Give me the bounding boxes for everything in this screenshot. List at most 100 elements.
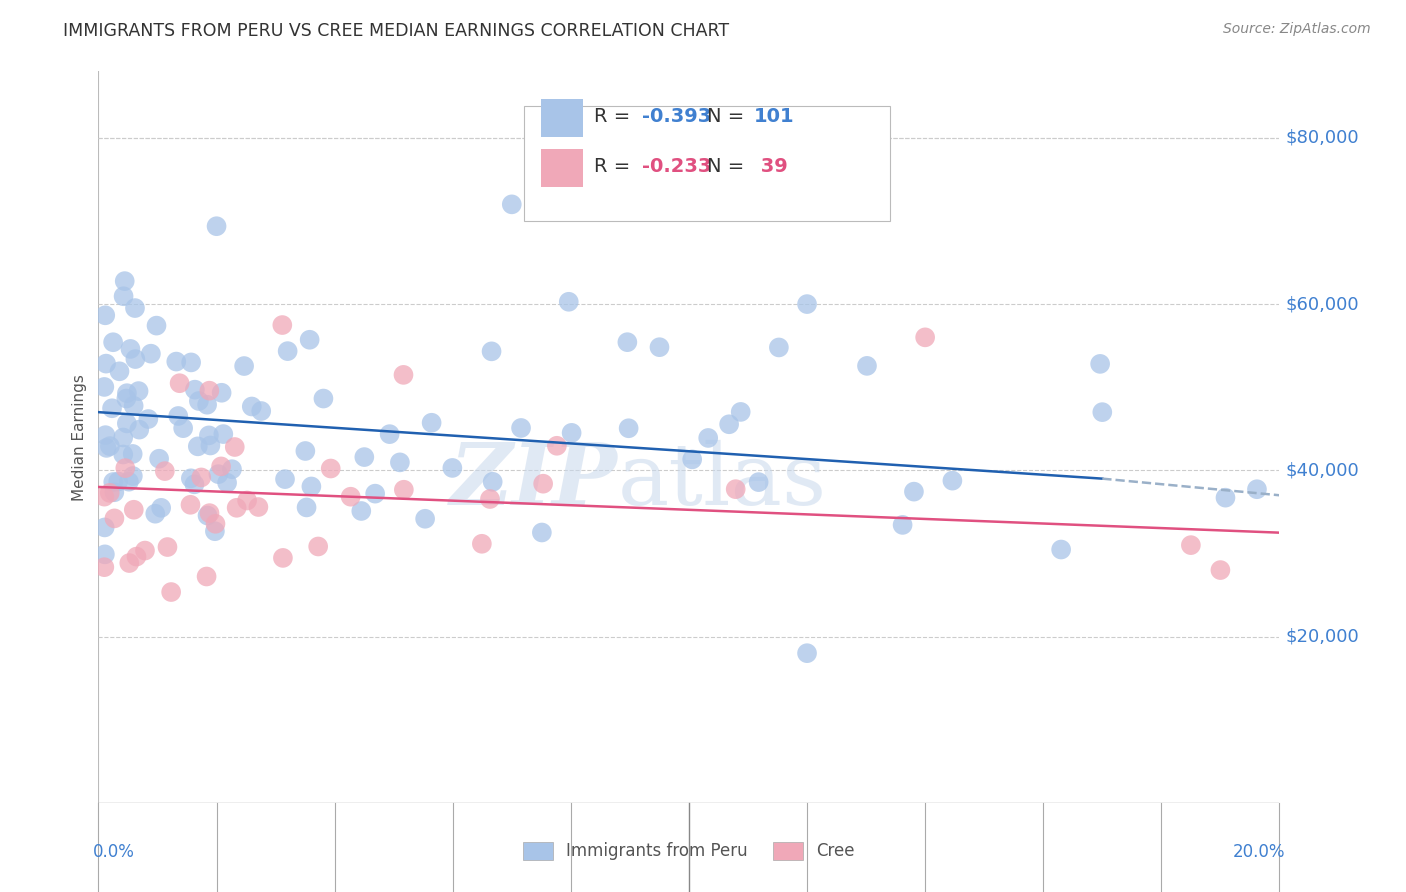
Point	[134, 543, 156, 558]
Text: N =: N =	[707, 107, 751, 126]
Point	[167, 409, 190, 423]
Point	[546, 439, 568, 453]
Point	[198, 428, 221, 442]
Point	[118, 475, 141, 489]
Point	[204, 524, 226, 539]
Point	[211, 385, 233, 400]
Point	[96, 441, 118, 455]
Point	[115, 386, 138, 401]
Point	[118, 556, 141, 570]
Point	[112, 430, 135, 444]
Point	[768, 341, 790, 355]
Point	[413, 512, 436, 526]
Point	[339, 490, 361, 504]
Text: IMMIGRANTS FROM PERU VS CREE MEDIAN EARNINGS CORRELATION CHART: IMMIGRANTS FROM PERU VS CREE MEDIAN EARN…	[63, 22, 730, 40]
Point	[160, 585, 183, 599]
Point	[153, 464, 176, 478]
Point	[121, 469, 143, 483]
Point	[120, 342, 142, 356]
Point	[212, 427, 235, 442]
Point	[128, 384, 150, 398]
Text: $40,000: $40,000	[1285, 461, 1360, 479]
Point	[121, 447, 143, 461]
Point	[478, 491, 501, 506]
Point	[271, 318, 294, 332]
Point	[312, 392, 335, 406]
Point	[94, 357, 117, 371]
Point	[298, 333, 321, 347]
Point	[1050, 542, 1073, 557]
Point	[236, 493, 259, 508]
Point	[93, 490, 115, 504]
Point	[183, 477, 205, 491]
Point	[364, 486, 387, 500]
Point	[101, 335, 124, 350]
Point	[724, 482, 747, 496]
Point	[190, 470, 212, 484]
Point	[94, 308, 117, 322]
Point	[481, 344, 503, 359]
Point	[531, 476, 554, 491]
Point	[616, 335, 638, 350]
Point	[1091, 405, 1114, 419]
Point	[295, 500, 318, 515]
Point	[481, 475, 503, 489]
Point	[101, 401, 124, 416]
Point	[94, 428, 117, 442]
Point	[941, 474, 963, 488]
Point	[98, 486, 121, 500]
Point	[128, 423, 150, 437]
Point	[198, 506, 221, 520]
Point	[108, 364, 131, 378]
Text: $20,000: $20,000	[1285, 628, 1360, 646]
Point	[207, 467, 229, 482]
Legend: Immigrants from Peru, Cree: Immigrants from Peru, Cree	[523, 842, 855, 860]
FancyBboxPatch shape	[541, 149, 582, 187]
Point	[796, 297, 818, 311]
Point	[221, 462, 243, 476]
Point	[145, 318, 167, 333]
Point	[617, 421, 640, 435]
FancyBboxPatch shape	[523, 106, 890, 221]
Point	[225, 500, 247, 515]
Point	[441, 461, 464, 475]
Text: $60,000: $60,000	[1285, 295, 1360, 313]
Point	[558, 294, 581, 309]
Point	[471, 537, 494, 551]
Point	[561, 425, 583, 440]
Text: Source: ZipAtlas.com: Source: ZipAtlas.com	[1223, 22, 1371, 37]
Point	[1215, 491, 1237, 505]
Point	[903, 484, 925, 499]
Point	[217, 475, 239, 490]
Point	[204, 516, 226, 531]
Point	[112, 448, 135, 462]
Point	[1180, 538, 1202, 552]
Text: N =: N =	[707, 157, 751, 176]
Text: $80,000: $80,000	[1285, 128, 1360, 147]
Point	[103, 475, 125, 489]
Point	[796, 646, 818, 660]
Point	[107, 475, 129, 489]
Point	[350, 504, 373, 518]
Point	[165, 354, 187, 368]
Point	[205, 219, 228, 234]
Point	[103, 511, 125, 525]
Point	[150, 500, 173, 515]
Point	[180, 355, 202, 369]
Point	[195, 569, 218, 583]
Text: ZIP: ZIP	[450, 439, 619, 523]
Point	[112, 289, 135, 303]
Point	[103, 485, 125, 500]
Point	[124, 352, 146, 367]
Point	[93, 380, 115, 394]
Point	[93, 560, 115, 574]
Point	[1246, 482, 1268, 496]
Point	[138, 412, 160, 426]
Point	[247, 500, 270, 514]
Point	[169, 376, 191, 391]
Point	[392, 368, 415, 382]
Text: 20.0%: 20.0%	[1233, 843, 1285, 861]
Point	[648, 340, 671, 354]
Point	[179, 498, 201, 512]
Point	[501, 197, 523, 211]
